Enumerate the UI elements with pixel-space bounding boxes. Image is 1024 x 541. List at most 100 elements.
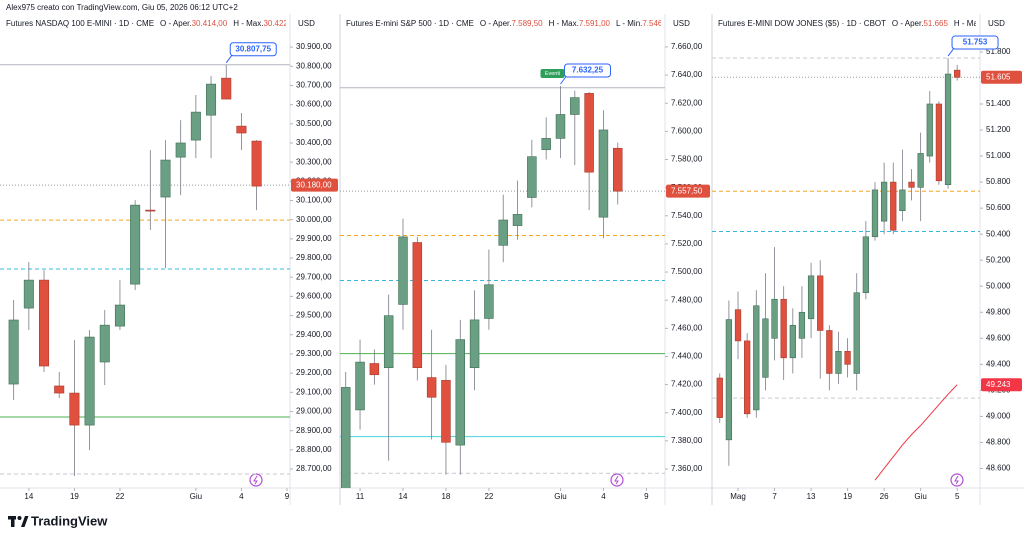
- y-tick-label: 49.600: [986, 333, 1011, 342]
- candle-body: [355, 361, 365, 411]
- y-tick-label: 30.900,00: [296, 42, 332, 51]
- x-tick-label: 14: [24, 492, 33, 501]
- x-tick-label: 19: [70, 492, 79, 501]
- candle-body: [862, 236, 869, 294]
- x-tick-label: 22: [115, 492, 124, 501]
- candle-body: [613, 147, 623, 192]
- y-tick-label: 51.200: [986, 125, 1011, 134]
- ohlc-value: 7.591,00: [579, 19, 611, 28]
- candle-body: [114, 304, 125, 327]
- candle-body: [762, 318, 769, 378]
- candle-body: [789, 324, 796, 359]
- x-tick-label: 4: [239, 492, 244, 501]
- candle-body: [880, 181, 888, 222]
- candle-body: [398, 236, 408, 305]
- y-tick-label: 7.420,00: [671, 380, 703, 389]
- ohlc-value: 7.589,50: [511, 19, 543, 28]
- y-tick-label: 7.620,00: [671, 98, 703, 107]
- candle-body: [221, 77, 232, 100]
- candle-body: [807, 275, 815, 320]
- candle-body: [954, 69, 961, 78]
- high-marker-pointer: [225, 54, 233, 64]
- candle-body: [926, 103, 933, 157]
- legend-text: Futures E-mini S&P 500 · 1D · CME O - Ape…: [346, 19, 680, 28]
- candle-body: [455, 339, 466, 446]
- last-price-label-bg: [291, 178, 338, 192]
- candle-body: [8, 319, 19, 385]
- y-tick-label: 7.500,00: [671, 267, 703, 276]
- y-tick-label: 51.000: [986, 151, 1011, 160]
- candle-body: [54, 385, 65, 394]
- plot-area: [712, 57, 980, 481]
- y-tick-label: 29.900,00: [296, 234, 332, 243]
- candle-body: [935, 103, 943, 182]
- legend: Futures E-MINI DOW JONES ($5) · 1D · CBO…: [718, 19, 976, 28]
- plot-area: [340, 85, 665, 488]
- candle-body: [725, 319, 733, 441]
- y-tick-label: 49.400: [986, 359, 1011, 368]
- candle-body: [206, 83, 217, 116]
- candle-body: [340, 387, 351, 488]
- x-tick-label: 18: [441, 492, 450, 501]
- ohlc-value: 30.414,00: [192, 19, 228, 28]
- candle-body: [584, 93, 594, 173]
- candle-body: [512, 214, 523, 226]
- candle-body: [484, 284, 494, 319]
- y-tick-label: 7.520,00: [671, 239, 703, 248]
- x-tick-label: 7: [772, 492, 777, 501]
- y-tick-label: 50.200: [986, 255, 1011, 264]
- candle-body: [826, 330, 833, 374]
- high-marker-pointer: [560, 75, 567, 85]
- ohlc-label: H - Max.: [233, 19, 263, 28]
- x-tick-label: 14: [399, 492, 408, 501]
- x-tick-label: 13: [807, 492, 816, 501]
- legend: Futures NASDAQ 100 E-MINI · 1D · CME O - …: [6, 19, 305, 28]
- candle-body: [917, 153, 924, 188]
- candle-body: [570, 97, 580, 115]
- candle-body: [160, 159, 171, 198]
- moving-average: [874, 384, 958, 481]
- candle-body: [890, 181, 897, 231]
- high-marker-box: [951, 35, 999, 50]
- ohlc-value: 30.422,00...: [263, 19, 305, 28]
- high-marker-pointer: [947, 47, 955, 57]
- y-tick-label: 29.800,00: [296, 253, 332, 262]
- high-marker-box: [229, 42, 277, 57]
- candle-body: [734, 309, 742, 342]
- candle-body: [426, 377, 437, 398]
- symbol-title: Futures E-mini S&P 500 · 1D · CME: [346, 19, 474, 28]
- candle-body: [771, 298, 778, 339]
- candle-body: [527, 156, 537, 198]
- candle-body: [753, 305, 760, 411]
- y-tick-label: 7.360,00: [671, 464, 703, 473]
- y-tick-label: 51.800: [986, 47, 1011, 56]
- y-tick-label: 30.100,00: [296, 196, 332, 205]
- candle-body: [498, 219, 508, 246]
- ohlc-label: H - Max.: [549, 19, 579, 28]
- y-tick-label: 30.500,00: [296, 119, 332, 128]
- events-icon[interactable]: [950, 473, 964, 487]
- y-tick-label: 7.380,00: [671, 436, 703, 445]
- ohlc-value: 7.546,75...: [642, 19, 680, 28]
- y-tick-label: 7.540,00: [671, 211, 703, 220]
- candle-body: [39, 279, 50, 367]
- y-tick-label: 29.200,00: [296, 368, 332, 377]
- legend: Futures E-mini S&P 500 · 1D · CME O - Ape…: [346, 19, 680, 28]
- y-tick-label: 7.580,00: [671, 155, 703, 164]
- brand-logo: [8, 516, 29, 527]
- price-axis-unit: USD: [298, 19, 315, 28]
- ohlc-label: O - Aper.: [160, 19, 192, 28]
- x-tick-label: 11: [356, 492, 365, 501]
- ohlc-label: L - Min.: [616, 19, 642, 28]
- ohlc-value: 51.665: [923, 19, 948, 28]
- y-tick-label: 29.600,00: [296, 292, 332, 301]
- candle-body: [99, 324, 110, 363]
- candle-body: [236, 125, 247, 134]
- y-tick-label: 30.800,00: [296, 61, 332, 70]
- events-icon[interactable]: [610, 473, 624, 487]
- y-tick-label: 50.400: [986, 229, 1011, 238]
- candle-body: [383, 315, 394, 369]
- chart-panel: Futures E-MINI DOW JONES ($5) · 1D · CBO…: [712, 19, 1022, 501]
- candle-body: [908, 181, 915, 188]
